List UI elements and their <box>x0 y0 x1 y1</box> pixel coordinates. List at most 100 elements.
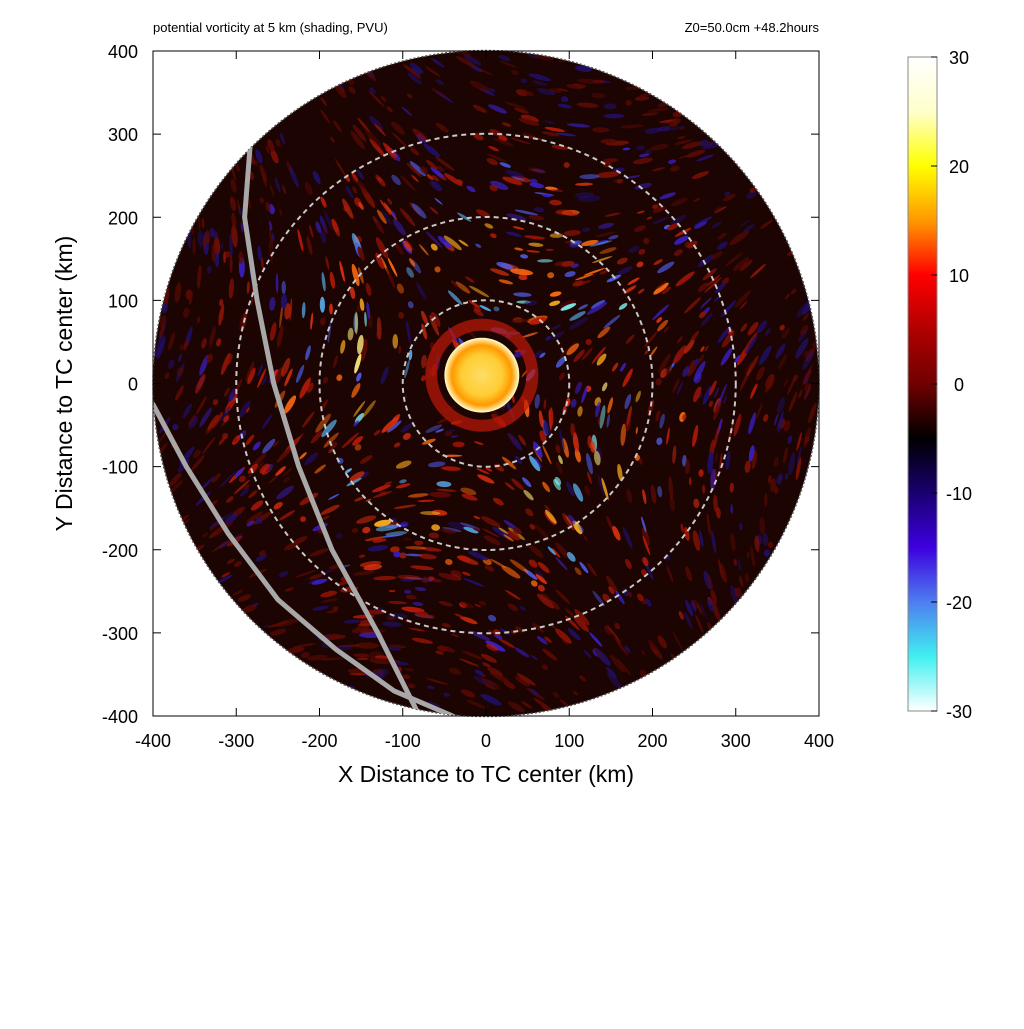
pv-filament <box>427 614 435 619</box>
pv-filament <box>581 240 599 247</box>
pv-filament <box>284 368 293 387</box>
pv-filament <box>591 346 606 365</box>
pv-filament <box>720 418 724 426</box>
pv-filament <box>732 257 750 272</box>
pv-filament <box>206 266 212 274</box>
pv-filament <box>496 261 514 270</box>
pv-filament <box>603 314 621 329</box>
pv-filament <box>159 315 167 328</box>
pv-filament <box>190 455 205 472</box>
pv-filament <box>553 479 561 491</box>
pv-filament <box>435 156 455 171</box>
pv-filament <box>452 441 465 448</box>
colorbar-tick-label: 20 <box>949 157 969 177</box>
pv-filament <box>672 345 687 365</box>
pv-filament <box>353 653 370 658</box>
pv-filament <box>525 508 534 517</box>
pv-filament <box>576 102 599 108</box>
pv-filament <box>476 468 490 475</box>
pv-filament <box>719 452 723 471</box>
x-tick-label: -400 <box>135 731 171 751</box>
pv-filament <box>280 134 286 145</box>
pv-filament <box>353 400 366 417</box>
pv-filament <box>748 412 757 435</box>
pv-filament <box>549 407 554 427</box>
pv-filament <box>273 440 279 448</box>
pv-filament <box>577 195 601 202</box>
pv-filament <box>435 90 454 104</box>
pv-filament <box>362 526 371 534</box>
pv-filament <box>633 225 646 232</box>
pv-filament <box>640 597 647 605</box>
pv-filament <box>555 589 571 605</box>
pv-filament <box>288 165 299 188</box>
pv-filament <box>309 573 323 580</box>
pv-filament <box>369 115 383 131</box>
x-axis: -400 -300 -200 -100 0 100 200 300 400 <box>135 51 834 751</box>
pv-filament <box>234 468 244 477</box>
pv-filament <box>784 293 790 300</box>
pv-filament <box>351 628 362 634</box>
x-tick-label: 300 <box>721 731 751 751</box>
pv-filament <box>559 342 577 358</box>
pv-filament <box>498 279 514 285</box>
pv-filament <box>505 482 515 491</box>
pv-filament <box>297 228 304 252</box>
pv-filament <box>653 259 663 266</box>
pv-filament <box>212 399 219 406</box>
pv-filament <box>306 236 313 256</box>
pv-filament <box>655 410 661 422</box>
pv-filament <box>689 359 696 368</box>
pv-filament <box>358 202 364 210</box>
pv-filament <box>750 263 766 279</box>
pv-filament <box>406 67 416 75</box>
pv-filament <box>566 343 580 356</box>
pv-filament <box>399 479 407 484</box>
pv-filament <box>657 486 663 498</box>
pv-filament <box>638 248 646 255</box>
pv-filament <box>578 524 584 533</box>
pv-filament <box>192 449 201 459</box>
pv-filament <box>247 367 256 385</box>
pv-filament <box>421 310 428 325</box>
pv-filament <box>528 215 544 221</box>
pv-filament <box>544 636 552 643</box>
pv-filament <box>530 580 538 587</box>
pv-filament <box>367 545 388 552</box>
pv-filament <box>512 526 522 535</box>
pv-filament <box>714 206 723 212</box>
pv-filament <box>319 296 325 313</box>
pv-filament <box>321 272 326 292</box>
pv-filament <box>411 203 427 219</box>
pv-filament <box>498 54 511 62</box>
pv-filament <box>670 165 680 172</box>
pv-filament <box>320 590 338 598</box>
pv-filament <box>618 303 628 310</box>
pv-filament <box>627 277 640 285</box>
colorbar-tick-label: 10 <box>949 266 969 286</box>
pv-filament <box>575 381 582 394</box>
pv-filament <box>330 136 335 143</box>
pv-filament <box>551 331 565 340</box>
pv-filament <box>693 359 700 366</box>
pv-filament <box>408 349 413 361</box>
pv-filament <box>713 398 722 421</box>
pv-filament <box>544 120 556 124</box>
pv-filament <box>716 241 728 250</box>
pv-filament <box>586 301 608 315</box>
eyewall-ring <box>425 318 539 432</box>
pv-filament <box>628 245 640 253</box>
pv-filament <box>479 305 492 312</box>
eye-core <box>444 337 520 413</box>
pv-filament <box>304 452 319 466</box>
pv-filament <box>747 321 759 336</box>
pv-filament <box>603 103 617 110</box>
pv-filament <box>549 300 561 306</box>
pv-filament <box>480 516 501 528</box>
pv-filament <box>273 501 283 510</box>
pv-filament <box>203 237 207 248</box>
pv-filament <box>466 699 486 709</box>
pv-filament <box>612 525 621 541</box>
pv-filament <box>202 532 209 538</box>
pv-filament <box>295 570 317 578</box>
